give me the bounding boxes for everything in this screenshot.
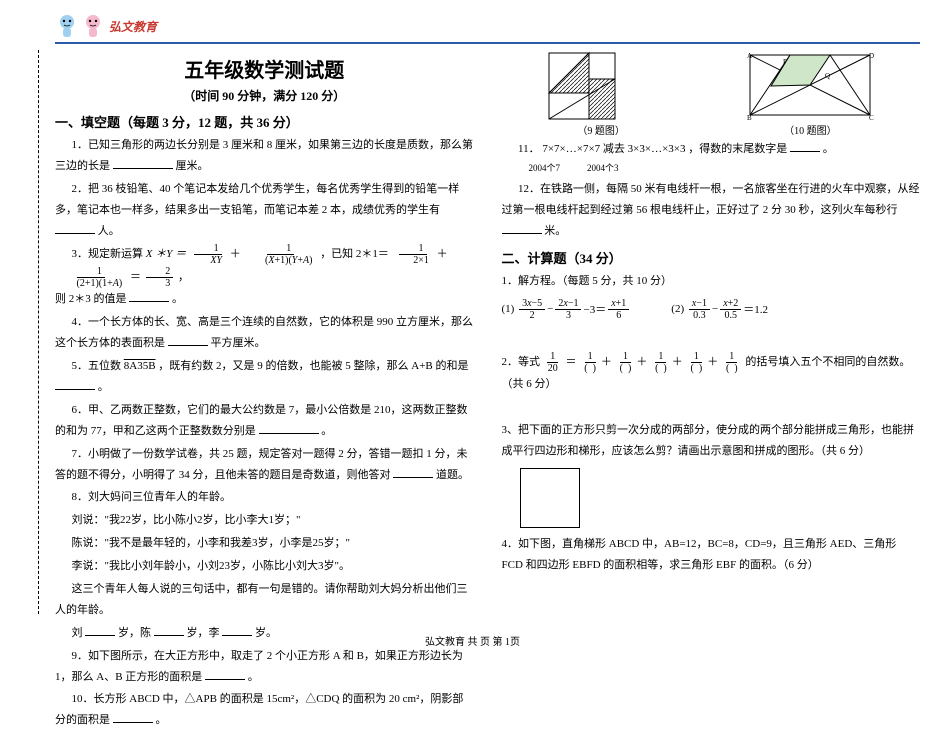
q12: 12．在铁路一侧，每隔 50 米有电线杆一根，一名旅客坐在行进的火车中观察，从经… bbox=[502, 179, 921, 242]
q7-blank bbox=[393, 468, 433, 478]
q8d: 李说："我比小刘年龄小，小刘23岁，小陈比小刘大3岁"。 bbox=[55, 556, 474, 577]
left-column: 五年级数学测试题 （时间 90 分钟，满分 120 分） 一、填空题（每题 3 … bbox=[55, 50, 474, 733]
q5-text-b: ，既有约数 2，又是 9 的倍数，也能被 5 整除，那么 A+B 的和是 bbox=[158, 360, 468, 372]
q7-text-b: 道题。 bbox=[436, 469, 469, 481]
calc1-header: 1．解方程。（每题 5 分，共 10 分） bbox=[502, 271, 921, 292]
figure-10: A D B C P Q （10 题图） bbox=[745, 50, 875, 137]
svg-text:P: P bbox=[783, 58, 787, 66]
q8b: 刘说："我22岁，比小陈小2岁，比小李大1岁；" bbox=[55, 510, 474, 531]
q3-text-b: 则 2＊3 的值是 bbox=[55, 293, 127, 305]
q10-blank bbox=[113, 713, 153, 723]
q9: 9．如下图所示，在大正方形中，取走了 2 个小正方形 A 和 B，如果正方形边长… bbox=[55, 646, 474, 688]
q5: 5．五位数 8A35B ，既有约数 2，又是 9 的倍数，也能被 5 整除，那么… bbox=[55, 356, 474, 398]
q3-text-c: 。 bbox=[172, 293, 183, 305]
q3-frac-2: 1(X+1)(Y+A) bbox=[246, 243, 316, 266]
svg-text:C: C bbox=[869, 114, 874, 122]
figure-9: （9 题图） bbox=[546, 50, 656, 137]
calc2-a: 2．等式 bbox=[502, 356, 543, 368]
calc3-square bbox=[520, 468, 580, 528]
header: 弘文教育 bbox=[55, 12, 920, 44]
fig9-caption: （9 题图） bbox=[546, 122, 656, 137]
q4-text-b: 平方厘米。 bbox=[211, 337, 266, 349]
subtitle: （时间 90 分钟，满分 120 分） bbox=[55, 87, 474, 104]
q7: 7．小明做了一份数学试卷，共 25 题，规定答对一题得 2 分，答错一题扣 1 … bbox=[55, 444, 474, 486]
q11-a: 11． bbox=[518, 143, 540, 155]
svg-text:A: A bbox=[747, 52, 752, 60]
eq-1: (1) 3x−52 − 2x−13 −3＝ x+16 bbox=[502, 298, 632, 321]
footer: 弘文教育 共 页 第 1页 bbox=[0, 633, 945, 648]
equations-row: (1) 3x−52 − 2x−13 −3＝ x+16 (2) x−10.3 − … bbox=[502, 298, 921, 321]
q2-blank bbox=[55, 224, 95, 234]
q3-frac-1: 1XY bbox=[191, 243, 225, 266]
q11-blank bbox=[790, 142, 820, 152]
q8c: 陈说："我不是最年轻的，小李和我差3岁，小李是25岁；" bbox=[55, 533, 474, 554]
section-2-header: 二、计算题（34 分） bbox=[502, 248, 921, 267]
figure-10-svg: A D B C P Q bbox=[745, 50, 875, 122]
q11-note-1: 2004个7 bbox=[529, 163, 561, 173]
q11: 11． 7×7×…×7×7 减去 3×3×…×3×3 ，得数的末尾数字是 。 2… bbox=[502, 139, 921, 177]
q12-b: 米。 bbox=[544, 225, 566, 237]
svg-text:Q: Q bbox=[825, 72, 830, 80]
q9-text-a: 9．如下图所示，在大正方形中，取走了 2 个小正方形 A 和 B，如果正方形边长… bbox=[55, 650, 463, 683]
q1-text-b: 厘米。 bbox=[176, 160, 209, 172]
q10-text-b: 。 bbox=[156, 714, 167, 726]
q5-text-c: 。 bbox=[98, 381, 109, 393]
q5-number: 8A35B bbox=[124, 360, 156, 372]
q2-text-b: 人。 bbox=[98, 225, 120, 237]
right-column: （9 题图） A D B C P Q bbox=[502, 50, 921, 733]
q11-note-2: 2004个3 bbox=[587, 163, 619, 173]
q11-c: 。 bbox=[823, 143, 834, 155]
mascot-blue-icon bbox=[55, 12, 79, 40]
binding-line bbox=[38, 50, 39, 614]
q1-blank bbox=[113, 159, 173, 169]
q9-text-b: 。 bbox=[248, 671, 259, 683]
q1: 1．已知三角形的两边长分别是 3 厘米和 8 厘米，如果第三边的长度是质数，那么… bbox=[55, 135, 474, 177]
q8e: 这三个青年人每人说的三句话中，都有一句是错的。请你帮助刘大妈分析出他们三人的年龄… bbox=[55, 579, 474, 621]
q12-blank bbox=[502, 224, 542, 234]
section-1-header: 一、填空题（每题 3 分，12 题，共 36 分） bbox=[55, 112, 474, 131]
q4: 4．一个长方体的长、宽、高是三个连续的自然数，它的体积是 990 立方厘米，那么… bbox=[55, 312, 474, 354]
q3-formula-1: X ＊Y ＝ bbox=[146, 248, 186, 260]
q12-a: 12．在铁路一侧，每隔 50 米有电线杆一根，一名旅客坐在行进的火车中观察，从经… bbox=[502, 183, 920, 216]
eq-2: (2) x−10.3 − x+20.5 ＝1.2 bbox=[671, 298, 768, 321]
q10: 10．长方形 ABCD 中，△APB 的面积是 15cm²，△CDQ 的面积为 … bbox=[55, 689, 474, 731]
q6-text-b: 。 bbox=[321, 425, 332, 437]
q2: 2．把 36 枝铅笔、40 个笔记本发给几个优秀学生，每名优秀学生得到的铅笔一样… bbox=[55, 179, 474, 242]
mascot-pink-icon bbox=[81, 12, 105, 40]
q3-blank bbox=[129, 293, 169, 303]
q6: 6．甲、乙两数正整数，它们的最大公约数是 7，最小公倍数是 210，这两数正整数… bbox=[55, 400, 474, 442]
q4-blank bbox=[168, 336, 208, 346]
q3-text-a: 3．规定新运算 bbox=[72, 248, 144, 260]
q11-b: ，得数的末尾数字是 bbox=[688, 143, 787, 155]
page-title: 五年级数学测试题 bbox=[55, 54, 474, 83]
svg-text:B: B bbox=[747, 114, 752, 122]
q3-frac-3: 12×1 bbox=[394, 243, 432, 266]
figures-row: （9 题图） A D B C P Q bbox=[502, 50, 921, 137]
q3: 3．规定新运算 X ＊Y ＝ 1XY ＋ 1(X+1)(Y+A) ，已知 2＊1… bbox=[55, 243, 474, 310]
q3-frac-5: 23 bbox=[146, 266, 174, 289]
q5-blank bbox=[55, 380, 95, 390]
brand-text: 弘文教育 bbox=[109, 18, 157, 35]
q6-blank bbox=[259, 424, 319, 434]
calc2-b: 的括号填入五个不相同的自然数。（共 6 分） bbox=[502, 356, 911, 390]
fig10-caption: （10 题图） bbox=[745, 122, 875, 137]
calc4: 4．如下图，直角梯形 ABCD 中，AB=12，BC=8，CD=9，且三角形 A… bbox=[502, 534, 921, 576]
calc3: 3、把下面的正方形只剪一次分成的两部分，使分成的两个部分能拼成三角形，也能拼成平… bbox=[502, 420, 921, 462]
q5-text-a: 5．五位数 bbox=[72, 360, 122, 372]
figure-9-svg bbox=[546, 50, 656, 122]
q3-frac-4: 1(2+1)(1+A) bbox=[57, 266, 125, 289]
q8a: 8．刘大妈问三位青年人的年龄。 bbox=[55, 487, 474, 508]
q2-text-a: 2．把 36 枝铅笔、40 个笔记本发给几个优秀学生，每名优秀学生得到的铅笔一样… bbox=[55, 183, 459, 216]
svg-text:D: D bbox=[869, 52, 874, 60]
q11-expr: 7×7×…×7×7 减去 3×3×…×3×3 bbox=[542, 143, 685, 155]
calc2: 2．等式 120 ＝ 1( )＋ 1( )＋ 1( )＋ 1( )＋ 1( ) … bbox=[502, 351, 921, 395]
q9-blank bbox=[205, 670, 245, 680]
